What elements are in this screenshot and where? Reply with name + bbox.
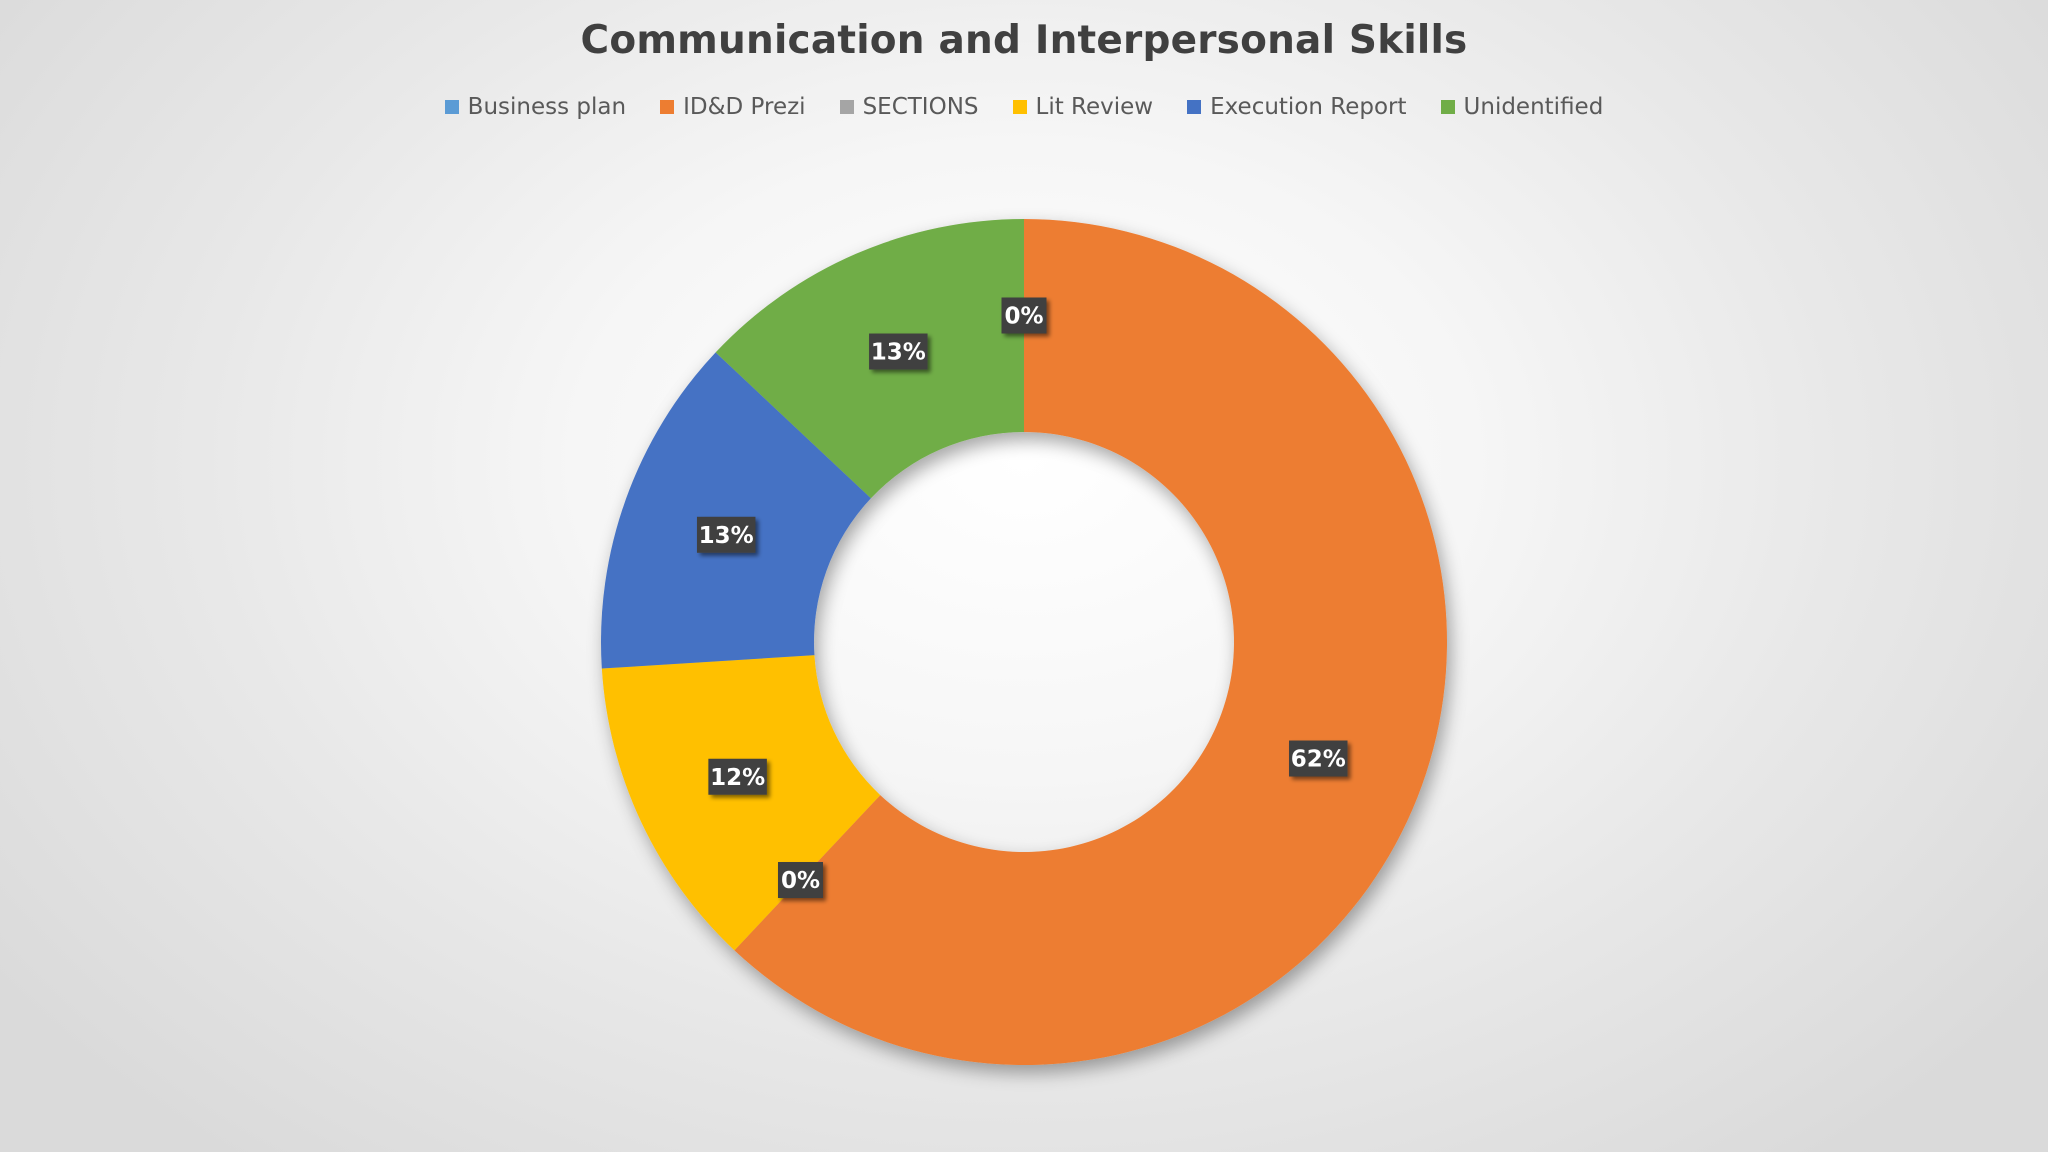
legend-swatch (839, 100, 854, 114)
donut-slices (601, 219, 1447, 1065)
data-labels: 0% 62% 0% 12% 13% 13% (696, 297, 1348, 899)
legend-item-execution-report: Execution Report (1187, 94, 1407, 120)
legend-item-unidentified: Unidentified (1440, 94, 1604, 120)
data-label-box (1289, 740, 1348, 777)
data-label-box (1001, 297, 1047, 334)
legend-item-business-plan: Business plan (444, 94, 627, 120)
data-label-box (777, 862, 823, 899)
data-label-text: 0% (1004, 304, 1043, 330)
data-label-execution-report: 13% (696, 516, 756, 553)
legend: Business plan ID&D Prezi SECTIONS Lit Revie… (0, 94, 2048, 120)
legend-label: Execution Report (1210, 94, 1407, 120)
legend-label: SECTIONS (862, 94, 979, 120)
legend-label: Lit Review (1035, 94, 1154, 120)
data-label-business-plan: 0% (1001, 297, 1047, 334)
slice-idandd-prezi (734, 219, 1447, 1065)
data-label-idandd-prezi: 62% (1289, 740, 1348, 777)
legend-item-idandd-prezi: ID&D Prezi (660, 94, 806, 120)
legend-swatch (1187, 100, 1202, 114)
data-label-lit-review: 12% (708, 758, 767, 795)
data-label-text: 13% (871, 340, 926, 366)
legend-swatch (1440, 100, 1455, 114)
legend-label: Business plan (467, 94, 627, 120)
data-label-text: 12% (710, 765, 765, 791)
data-label-text: 0% (781, 868, 820, 894)
legend-swatch (444, 100, 459, 114)
data-label-box (708, 758, 767, 795)
legend-item-sections: SECTIONS (839, 94, 979, 120)
data-label-sections: 0% (777, 862, 823, 899)
data-label-unidentified: 13% (869, 333, 928, 370)
legend-swatch (1012, 100, 1027, 114)
data-label-box (869, 333, 928, 370)
data-label-text: 13% (699, 523, 754, 549)
slice-lit-review (601, 655, 881, 951)
data-label-box (696, 516, 756, 553)
legend-item-lit-review: Lit Review (1012, 94, 1154, 120)
slice-execution-report (601, 352, 871, 669)
data-label-text: 62% (1291, 747, 1346, 773)
chart-title: Communication and Interpersonal Skills (580, 18, 1468, 63)
legend-swatch (660, 100, 675, 114)
legend-label: ID&D Prezi (683, 94, 806, 120)
legend-label: Unidentified (1463, 94, 1604, 120)
